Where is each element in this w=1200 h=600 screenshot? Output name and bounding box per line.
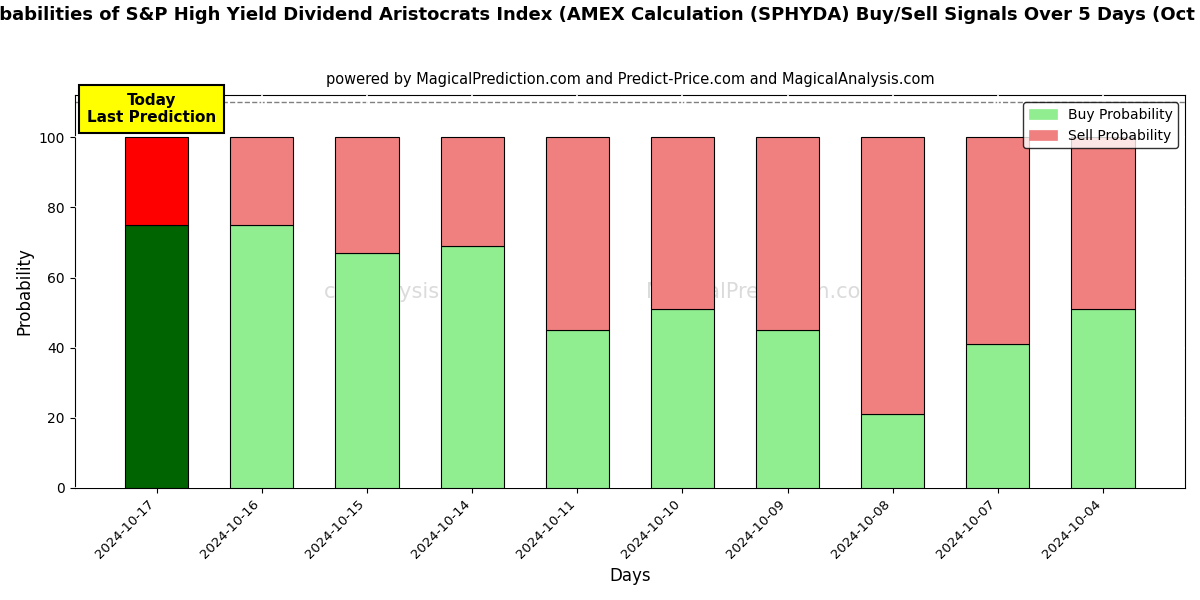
Bar	[862, 415, 924, 488]
Bar	[1072, 309, 1134, 488]
Legend: Buy Probability, Sell Probability: Buy Probability, Sell Probability	[1024, 102, 1178, 148]
Bar	[336, 253, 398, 488]
Text: Today
Last Prediction: Today Last Prediction	[86, 93, 216, 125]
Bar	[546, 330, 608, 488]
Bar	[336, 137, 398, 253]
Bar	[966, 344, 1030, 488]
Y-axis label: Probability: Probability	[16, 248, 34, 335]
Bar	[756, 330, 820, 488]
Bar	[230, 225, 293, 488]
Text: calAnalysis.com: calAnalysis.com	[324, 281, 491, 302]
Bar	[1072, 137, 1134, 309]
Bar	[756, 137, 820, 330]
Bar	[440, 137, 504, 246]
Text: Probabilities of S&P High Yield Dividend Aristocrats Index (AMEX Calculation (SP: Probabilities of S&P High Yield Dividend…	[0, 6, 1200, 24]
Bar	[125, 225, 188, 488]
Text: MagicalPrediction.com: MagicalPrediction.com	[646, 281, 881, 302]
Bar	[125, 137, 188, 225]
Bar	[650, 309, 714, 488]
Bar	[650, 137, 714, 309]
X-axis label: Days: Days	[610, 567, 650, 585]
Bar	[440, 246, 504, 488]
Bar	[230, 137, 293, 225]
Bar	[862, 137, 924, 415]
Bar	[546, 137, 608, 330]
Title: powered by MagicalPrediction.com and Predict-Price.com and MagicalAnalysis.com: powered by MagicalPrediction.com and Pre…	[325, 72, 934, 87]
Bar	[966, 137, 1030, 344]
